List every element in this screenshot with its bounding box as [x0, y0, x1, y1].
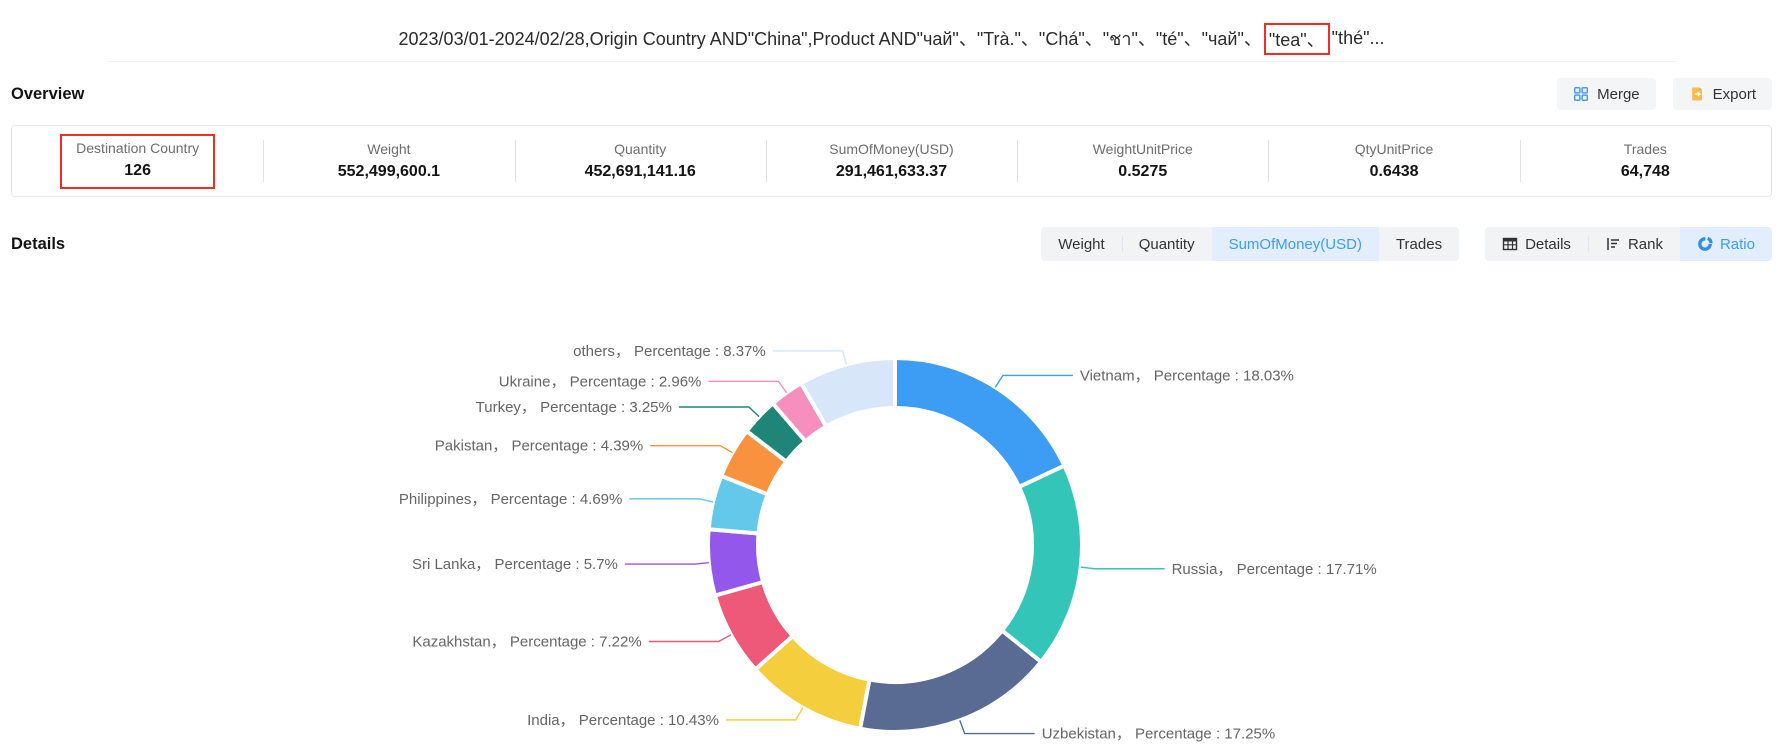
metric-tab-weight[interactable]: Weight: [1041, 227, 1121, 261]
tab-label: SumOfMoney(USD): [1228, 235, 1362, 253]
tab-label: Weight: [1058, 235, 1105, 253]
stat-weight-unit-price: WeightUnitPrice 0.5275: [1017, 126, 1268, 196]
stat-label: Weight: [367, 141, 411, 157]
tab-label: Ratio: [1719, 235, 1755, 253]
stat-label: Quantity: [614, 141, 667, 157]
metric-tab-trades[interactable]: Trades: [1379, 227, 1459, 261]
pie-label-line: [624, 562, 709, 565]
pie-label: Vietnam， Percentage : 18.03%: [1080, 367, 1294, 384]
pie-label: Sri Lanka， Percentage : 5.7%: [412, 556, 618, 573]
stat-label: WeightUnitPrice: [1092, 141, 1193, 157]
pie-label: Philippines， Percentage : 4.69%: [399, 491, 622, 508]
stat-weight: Weight 552,499,600.1: [263, 126, 514, 196]
rank-icon: [1605, 236, 1621, 252]
overview-stats-card: Destination Country 126 Weight 552,499,6…: [11, 125, 1772, 197]
overview-actions: Merge Export: [1557, 78, 1772, 110]
overview-heading: Overview: [11, 84, 85, 103]
details-header: Details Weight Quantity SumOfMoney(USD) …: [0, 227, 1783, 261]
merge-button-label: Merge: [1597, 85, 1640, 103]
query-title-highlight: "tea"、: [1268, 29, 1325, 50]
metric-tab-quantity[interactable]: Quantity: [1121, 227, 1212, 261]
details-controls: Weight Quantity SumOfMoney(USD) Trades D…: [1041, 227, 1772, 261]
pie-label-line: [772, 350, 848, 365]
stat-value: 452,691,141.16: [584, 163, 696, 180]
stat-label: SumOfMoney(USD): [829, 141, 954, 157]
stat-value: 126: [124, 161, 151, 179]
page-title: 2023/03/01-2024/02/28,Origin Country AND…: [106, 0, 1677, 62]
view-tab-group: Details Rank Ratio: [1485, 227, 1772, 261]
metric-tab-sum-of-money[interactable]: SumOfMoney(USD): [1211, 227, 1379, 261]
pie-label-line: [629, 498, 714, 503]
pie-slice-russia[interactable]: [999, 463, 1084, 665]
merge-icon: [1573, 86, 1589, 102]
ratio-chart-area: Vietnam， Percentage : 18.03% Russia， Perc…: [0, 270, 1783, 752]
donut-chart: Vietnam， Percentage : 18.03% Russia， Perc…: [399, 343, 1377, 743]
query-title-prefix: 2023/03/01-2024/02/28,Origin Country AND…: [398, 29, 1262, 49]
pie-label: India， Percentage : 10.43%: [527, 712, 719, 729]
pie-label: Uzbekistan， Percentage : 17.25%: [1042, 726, 1275, 743]
details-heading: Details: [11, 234, 66, 253]
stat-value: 0.6438: [1369, 163, 1419, 180]
pie-label-line: [678, 406, 760, 418]
stat-value: 552,499,600.1: [337, 163, 441, 180]
stat-quantity: Quantity 452,691,141.16: [514, 126, 766, 196]
pie-slice-sri-lanka[interactable]: [706, 527, 766, 599]
overview-header: Overview Merge Export: [0, 78, 1783, 110]
pie-label: Pakistan， Percentage : 4.39%: [435, 438, 643, 455]
stat-value: 291,461,633.37: [835, 163, 948, 180]
tab-label: Quantity: [1138, 235, 1195, 253]
export-button-label: Export: [1712, 85, 1756, 103]
destination-country-highlight-box: Destination Country 126: [60, 133, 216, 189]
view-tab-details[interactable]: Details: [1485, 227, 1588, 261]
export-icon: [1689, 86, 1705, 102]
pie-icon: [1697, 236, 1713, 252]
title-highlight-box: "tea"、: [1263, 22, 1330, 55]
stat-label: QtyUnitPrice: [1354, 141, 1434, 157]
pie-label-line: [725, 707, 804, 721]
stat-label: Destination Country: [76, 139, 200, 156]
export-button[interactable]: Export: [1672, 78, 1772, 110]
pie-label: Kazakhstan， Percentage : 7.22%: [412, 634, 641, 651]
stat-trades: Trades 64,748: [1519, 126, 1771, 196]
tab-label: Details: [1525, 235, 1571, 253]
stat-sum-of-money: SumOfMoney(USD) 291,461,633.37: [765, 126, 1017, 196]
query-title-suffix: "thé"...: [1331, 28, 1385, 48]
pie-label: others， Percentage : 8.37%: [573, 343, 766, 360]
tab-label: Rank: [1627, 235, 1663, 253]
view-tab-ratio[interactable]: Ratio: [1679, 227, 1772, 261]
pie-label-line: [1080, 566, 1165, 570]
metric-tab-group: Weight Quantity SumOfMoney(USD) Trades: [1041, 227, 1460, 261]
stat-value: 64,748: [1620, 163, 1670, 180]
pie-label-line: [994, 374, 1073, 388]
merge-button[interactable]: Merge: [1557, 78, 1656, 110]
stat-qty-unit-price: QtyUnitPrice 0.6438: [1268, 126, 1519, 196]
pie-label-line: [708, 380, 788, 394]
tab-label: Trades: [1395, 235, 1443, 253]
pie-label-line: [650, 444, 733, 454]
pie-slice-vietnam[interactable]: [893, 355, 1068, 490]
pie-label: Turkey， Percentage : 3.25%: [476, 399, 672, 416]
pie-slice-uzbekistan[interactable]: [857, 627, 1044, 734]
table-icon: [1502, 236, 1518, 252]
pie-label-line: [648, 634, 732, 643]
stat-label: Trades: [1623, 141, 1667, 157]
pie-label-line: [959, 720, 1035, 735]
stat-value: 0.5275: [1118, 163, 1168, 180]
stat-destination-country: Destination Country 126: [12, 126, 263, 196]
pie-label: Ukraine， Percentage : 2.96%: [499, 373, 702, 390]
view-tab-rank[interactable]: Rank: [1587, 227, 1680, 261]
pie-slice-others[interactable]: [798, 355, 897, 430]
pie-label: Russia， Percentage : 17.71%: [1172, 561, 1377, 578]
